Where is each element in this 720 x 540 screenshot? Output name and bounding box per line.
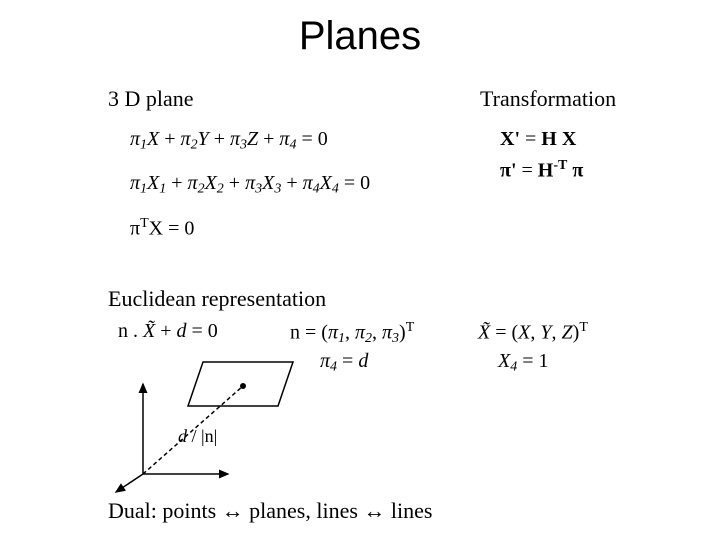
plane-diagram: d / |n| [108,354,308,494]
equation-plane-2: π1X1 + π2X2 + π3X3 + π4X4 = 0 [130,172,370,198]
equation-distance: d / |n| [178,426,217,447]
label-transformation: Transformation [480,86,616,112]
equation-euclidean-2a: n = (π1, π2, π3)T [290,320,414,347]
equation-euclidean-2b: π4 = d [320,350,368,376]
equation-transform-1: X' = H X [500,128,576,151]
equation-transform-2: π' = H-T π [500,158,583,183]
equation-euclidean-3a: X̃ = (X, Y, Z)T [478,320,588,345]
equation-plane-1: π1X + π2Y + π3Z + π4 = 0 [130,128,328,154]
label-3d-plane: 3 D plane [108,86,194,112]
equation-plane-3: πTX = 0 [130,216,194,241]
slide-title: Planes [0,14,720,59]
plane-diagram-svg [108,354,308,494]
equation-euclidean-3b: X4 = 1 [498,350,549,376]
label-euclidean: Euclidean representation [108,286,326,312]
label-dual: Dual: points ↔ planes, lines ↔ lines [108,498,432,524]
slide: { "title": "Planes", "labels": { "plane3… [0,0,720,540]
equation-euclidean-1: n . X̃ + d = 0 [118,320,218,343]
